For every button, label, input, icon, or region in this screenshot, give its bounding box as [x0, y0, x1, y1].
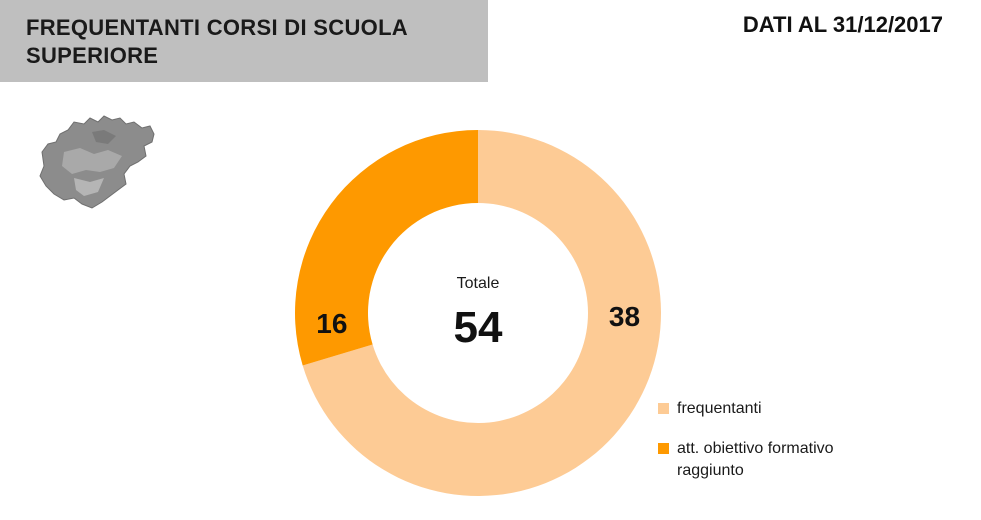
legend-label-frequentanti: frequentanti [677, 400, 762, 417]
title-banner: FREQUENTANTI CORSI DI SCUOLA SUPERIORE [0, 0, 488, 82]
center-total-label: Totale [457, 275, 500, 292]
trentino-region-map-icon [39, 115, 155, 209]
legend-item-obiettivo-raggiunto: att. obiettivo formativo raggiunto [658, 438, 847, 482]
chart-legend: frequentanti att. obiettivo formativo ra… [658, 398, 847, 500]
center-total-value: 54 [454, 303, 503, 352]
legend-swatch-obiettivo-raggiunto [658, 443, 669, 454]
donut-slices [295, 130, 661, 496]
legend-label-obiettivo-raggiunto: att. obiettivo formativo raggiunto [677, 440, 834, 479]
donut-slice-1 [295, 130, 478, 366]
legend-swatch-frequentanti [658, 403, 669, 414]
page-title: FREQUENTANTI CORSI DI SCUOLA SUPERIORE [26, 15, 408, 68]
slice-labels: 38 16 [316, 301, 640, 339]
legend-item-frequentanti: frequentanti [658, 398, 847, 420]
date-label: DATI AL 31/12/2017 [742, 12, 943, 37]
slice-value-label-0: 38 [609, 301, 640, 332]
slice-value-label-1: 16 [316, 308, 347, 339]
donut-slice-0 [302, 130, 661, 496]
